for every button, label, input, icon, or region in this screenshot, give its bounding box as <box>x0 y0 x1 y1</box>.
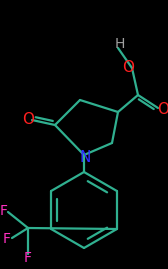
Text: O: O <box>157 101 168 116</box>
Text: O: O <box>122 59 134 75</box>
Text: N: N <box>79 150 91 165</box>
Text: F: F <box>0 204 8 218</box>
Text: F: F <box>3 232 11 246</box>
Text: H: H <box>115 37 125 51</box>
Text: O: O <box>22 111 34 126</box>
Text: F: F <box>24 251 32 265</box>
